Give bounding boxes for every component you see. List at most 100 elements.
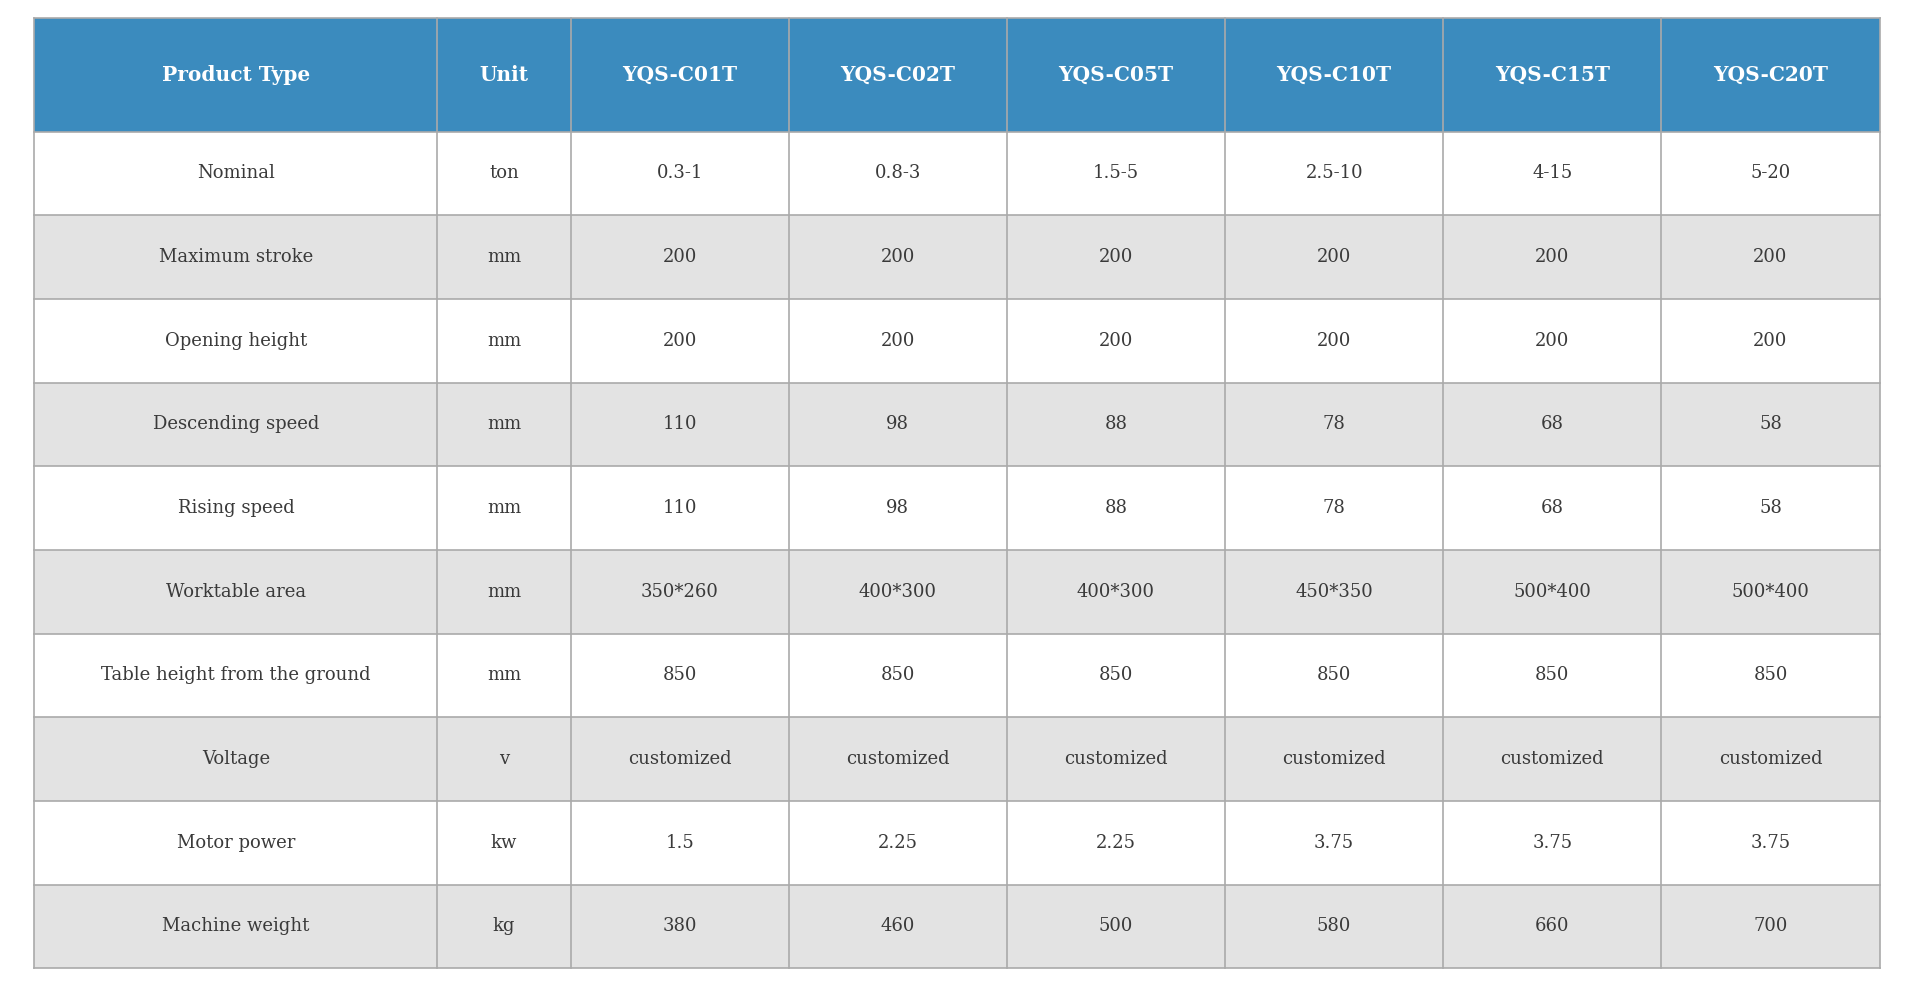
Bar	[1225, 884, 1443, 968]
Bar	[789, 550, 1007, 634]
Bar	[34, 717, 438, 801]
Text: 78: 78	[1323, 499, 1346, 517]
Text: Nominal: Nominal	[197, 165, 276, 182]
Text: Rising speed: Rising speed	[178, 499, 295, 517]
Bar	[1443, 299, 1661, 383]
Text: Unit: Unit	[480, 65, 528, 85]
Text: 0.8-3: 0.8-3	[875, 165, 921, 182]
Bar	[1007, 801, 1225, 884]
Text: mm: mm	[486, 331, 521, 350]
Text: mm: mm	[486, 499, 521, 517]
Bar	[438, 299, 570, 383]
Bar	[34, 383, 438, 466]
Bar	[789, 801, 1007, 884]
Bar	[570, 131, 789, 215]
Bar	[789, 717, 1007, 801]
Bar	[1443, 466, 1661, 550]
Text: 200: 200	[1099, 331, 1133, 350]
Text: 380: 380	[662, 917, 697, 936]
Text: 400*300: 400*300	[1078, 583, 1154, 600]
Bar	[1007, 18, 1225, 131]
Text: 850: 850	[1317, 667, 1351, 684]
Text: 3.75: 3.75	[1315, 834, 1355, 852]
Text: 200: 200	[662, 331, 697, 350]
Bar	[438, 215, 570, 299]
Bar	[1007, 131, 1225, 215]
Text: 58: 58	[1759, 499, 1782, 517]
Text: 200: 200	[1535, 248, 1569, 266]
Text: 850: 850	[880, 667, 915, 684]
Bar	[1007, 215, 1225, 299]
Text: 850: 850	[1535, 667, 1569, 684]
Text: 200: 200	[1317, 331, 1351, 350]
Text: 200: 200	[662, 248, 697, 266]
Bar	[570, 18, 789, 131]
Text: 3.75: 3.75	[1751, 834, 1790, 852]
Text: 98: 98	[886, 415, 909, 434]
Text: 2.25: 2.25	[1097, 834, 1137, 852]
Bar	[1007, 466, 1225, 550]
Bar	[789, 466, 1007, 550]
Text: Voltage: Voltage	[201, 750, 270, 768]
Bar	[1225, 383, 1443, 466]
Text: 450*350: 450*350	[1296, 583, 1372, 600]
Text: mm: mm	[486, 248, 521, 266]
Bar	[1661, 131, 1880, 215]
Bar	[438, 550, 570, 634]
Text: customized: customized	[1282, 750, 1386, 768]
Text: mm: mm	[486, 583, 521, 600]
Bar	[1443, 884, 1661, 968]
Bar	[1007, 299, 1225, 383]
Text: YQS-C10T: YQS-C10T	[1277, 65, 1391, 85]
Text: 580: 580	[1317, 917, 1351, 936]
Text: 200: 200	[880, 331, 915, 350]
Text: 3.75: 3.75	[1533, 834, 1573, 852]
Text: 78: 78	[1323, 415, 1346, 434]
Text: 68: 68	[1541, 499, 1564, 517]
Text: 500*400: 500*400	[1732, 583, 1809, 600]
Text: 2.5-10: 2.5-10	[1305, 165, 1363, 182]
Text: Opening height: Opening height	[165, 331, 306, 350]
Text: ton: ton	[490, 165, 519, 182]
Text: 660: 660	[1535, 917, 1569, 936]
Text: YQS-C02T: YQS-C02T	[840, 65, 955, 85]
Bar	[1661, 801, 1880, 884]
Bar	[1007, 383, 1225, 466]
Bar	[1661, 215, 1880, 299]
Bar	[570, 299, 789, 383]
Text: v: v	[500, 750, 509, 768]
Bar	[1225, 18, 1443, 131]
Bar	[1225, 466, 1443, 550]
Bar	[570, 215, 789, 299]
Bar	[34, 215, 438, 299]
Bar	[34, 18, 438, 131]
Bar	[789, 383, 1007, 466]
Bar	[1661, 634, 1880, 717]
Bar	[570, 550, 789, 634]
Text: customized: customized	[1719, 750, 1822, 768]
Text: Table height from the ground: Table height from the ground	[101, 667, 371, 684]
Text: 5-20: 5-20	[1749, 165, 1792, 182]
Bar	[1225, 801, 1443, 884]
Text: YQS-C20T: YQS-C20T	[1713, 65, 1828, 85]
Text: Descending speed: Descending speed	[153, 415, 320, 434]
Bar	[34, 884, 438, 968]
Bar	[570, 717, 789, 801]
Text: mm: mm	[486, 667, 521, 684]
Bar	[1007, 717, 1225, 801]
Text: 500: 500	[1099, 917, 1133, 936]
Bar	[1661, 717, 1880, 801]
Bar	[34, 131, 438, 215]
Bar	[438, 884, 570, 968]
Text: 850: 850	[662, 667, 697, 684]
Text: 700: 700	[1753, 917, 1788, 936]
Text: 98: 98	[886, 499, 909, 517]
Bar	[570, 801, 789, 884]
Bar	[570, 884, 789, 968]
Bar	[1443, 215, 1661, 299]
Bar	[1443, 18, 1661, 131]
Bar	[438, 131, 570, 215]
Text: 200: 200	[1317, 248, 1351, 266]
Text: kg: kg	[492, 917, 515, 936]
Bar	[1225, 131, 1443, 215]
